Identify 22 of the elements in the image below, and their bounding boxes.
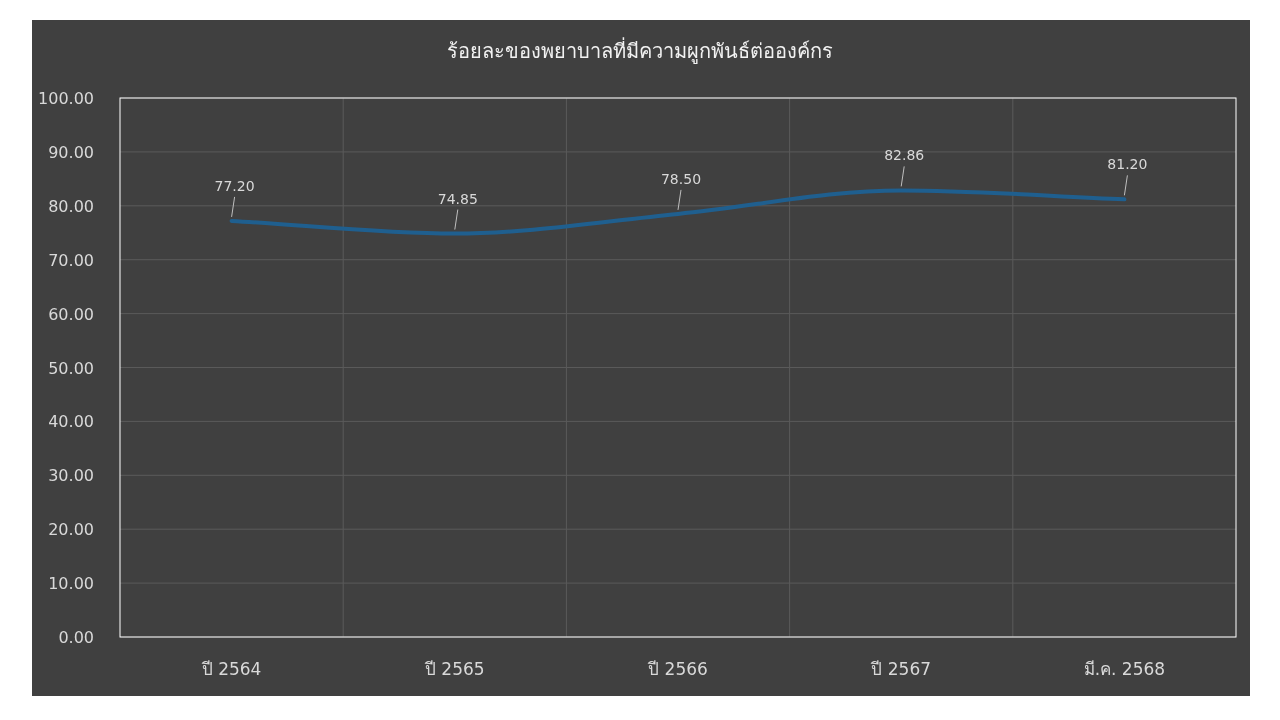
data-label: 78.50 (660, 170, 702, 187)
y-tick-label: 60.00 (48, 304, 94, 324)
y-tick-label: 90.00 (48, 142, 94, 162)
y-tick-label: 70.00 (48, 250, 94, 270)
chart-title: ร้อยละของพยาบาลที่มีความผูกพันธ์ต่อองค์กร (447, 37, 833, 64)
x-tick-label: ปี 2565 (423, 659, 485, 679)
y-tick-label: 0.00 (58, 628, 94, 647)
data-label: 74.85 (437, 190, 478, 207)
x-tick-label: ปี 2567 (870, 659, 932, 679)
y-tick-label: 100.00 (38, 89, 94, 108)
y-tick-label: 10.00 (48, 574, 94, 594)
x-tick-label: ปี 2566 (647, 659, 708, 679)
y-tick-label: 80.00 (48, 196, 94, 216)
x-tick-label: ปี 2564 (200, 659, 262, 679)
y-tick-label: 50.00 (48, 358, 94, 378)
x-tick-label: มี.ค. 2568 (1083, 659, 1166, 679)
data-label: 77.20 (214, 177, 255, 194)
y-tick-label: 20.00 (48, 520, 94, 540)
data-label: 82.86 (884, 147, 925, 164)
y-tick-label: 30.00 (48, 466, 94, 486)
y-tick-label: 40.00 (48, 412, 94, 432)
data-label: 81.20 (1107, 156, 1148, 173)
